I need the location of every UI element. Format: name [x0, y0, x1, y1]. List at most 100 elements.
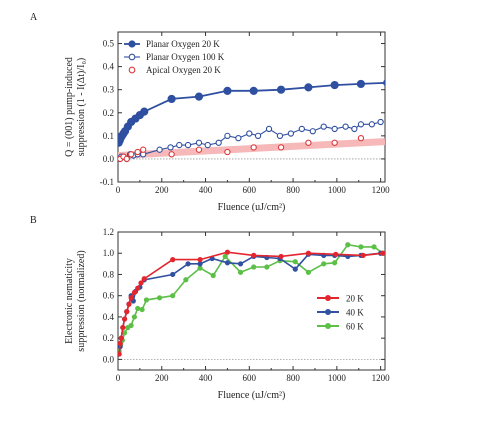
point-planar-100k — [287, 130, 295, 137]
legend-marker-planar-20k — [128, 40, 136, 48]
point-60k — [237, 269, 244, 275]
plot-frame — [117, 31, 386, 183]
panel-letter-a: A — [30, 12, 38, 23]
legend-label-40k: 40 K — [346, 308, 364, 318]
point-20k — [118, 340, 123, 347]
y-tick-label: 0.8 — [103, 269, 115, 279]
point-60k — [183, 277, 189, 283]
point-40k — [292, 266, 298, 272]
point-20k — [128, 295, 134, 301]
y-tick-label: 0.2 — [103, 333, 114, 343]
point-planar-100k — [351, 125, 358, 133]
legend-label-20k: 20 K — [346, 294, 364, 304]
point-60k — [197, 265, 203, 271]
point-60k — [305, 269, 312, 275]
point-60k — [264, 264, 270, 270]
x-axis-label: Fluence (uJ/cm²) — [218, 390, 286, 401]
point-planar-20k — [140, 107, 149, 116]
point-60k — [170, 293, 176, 299]
legend-label-apical-20k: Apical Oxygen 20 K — [146, 65, 221, 75]
y-tick-label: 0.1 — [103, 131, 114, 141]
y-axis-label: Q = (001) pump-induced suppression (1 - I… — [64, 57, 87, 157]
point-60k — [143, 297, 150, 303]
point-20k — [126, 301, 132, 307]
legend-label-planar-100k: Planar Oxygen 100 K — [146, 52, 225, 62]
y-tick-label: -0.1 — [100, 177, 114, 187]
point-60k — [332, 260, 338, 266]
point-planar-100k — [246, 130, 253, 137]
point-planar-100k — [176, 141, 183, 149]
point-60k — [345, 242, 351, 248]
x-tick-label: 1200 — [372, 373, 391, 383]
point-20k — [124, 309, 130, 315]
y-tick-label: 0.5 — [103, 39, 115, 49]
y-tick-label: 0.0 — [103, 154, 115, 164]
point-planar-20k — [167, 94, 176, 104]
x-tick-label: 400 — [199, 373, 213, 383]
point-planar-100k — [265, 125, 273, 133]
point-planar-20k — [304, 83, 313, 92]
plot-area — [118, 79, 385, 163]
point-planar-100k — [276, 132, 284, 139]
point-apical-20k — [277, 144, 285, 151]
point-planar-100k — [331, 125, 338, 133]
plot-area — [118, 242, 385, 357]
point-20k — [120, 324, 126, 331]
point-planar-100k — [309, 128, 316, 135]
point-planar-100k — [342, 123, 349, 130]
point-apical-20k — [134, 148, 141, 156]
legend-marker-60k — [325, 323, 331, 329]
legend-marker-40k — [325, 309, 331, 315]
chart-panel-b: 0 200 400 600 800 1000 1200 0.0 0.2 0.4 0.6 0.8 1.0 1… — [64, 227, 390, 401]
point-40k — [197, 261, 203, 267]
point-planar-100k — [320, 123, 327, 130]
x-tick-label: 0 — [116, 185, 121, 195]
point-20k — [305, 250, 312, 256]
legend: 20 K 40 K 60 K — [317, 294, 364, 332]
point-60k — [251, 264, 257, 270]
point-20k — [138, 280, 144, 286]
point-planar-100k — [156, 146, 163, 153]
y-tick-label: 0.4 — [103, 62, 115, 72]
point-60k — [139, 306, 145, 313]
point-20k — [251, 252, 257, 258]
y-axis-label-line-1: Q = (001) pump-induced — [64, 57, 75, 157]
point-planar-100k — [377, 118, 384, 126]
point-20k — [380, 250, 385, 256]
point-60k — [156, 295, 163, 301]
point-apical-20k — [357, 135, 365, 142]
point-planar-20k — [249, 86, 258, 95]
x-tick-label: 1000 — [328, 373, 347, 383]
point-40k — [224, 260, 231, 266]
x-tick-label: 1000 — [328, 185, 347, 195]
point-planar-100k — [184, 141, 192, 149]
y-tick-label: 1.2 — [103, 227, 114, 237]
point-planar-20k — [194, 92, 204, 101]
point-planar-100k — [204, 141, 211, 149]
plot-frame — [117, 231, 386, 371]
panel-letter-b: B — [30, 215, 37, 226]
x-tick-label: 200 — [155, 185, 169, 195]
point-60k — [128, 322, 134, 329]
point-60k — [292, 259, 298, 265]
y-tick-label: 0.2 — [103, 108, 114, 118]
point-planar-20k — [383, 79, 385, 87]
point-apical-20k — [250, 144, 257, 151]
point-60k — [358, 244, 364, 250]
point-60k — [210, 272, 216, 279]
point-20k — [141, 276, 147, 282]
point-planar-20k — [330, 80, 339, 90]
chart-panel-a: 0 200 400 600 800 1000 1200 -0.1 0.0 0.1 0.2 0.3 0.4… — [64, 31, 390, 213]
point-apical-20k — [140, 146, 147, 153]
point-planar-20k — [356, 79, 366, 89]
point-apical-20k — [224, 148, 231, 156]
point-20k — [118, 351, 122, 357]
point-20k — [135, 285, 141, 291]
y-tick-label: 0.0 — [103, 354, 115, 364]
point-planar-20k — [223, 86, 232, 95]
point-20k — [170, 257, 176, 263]
point-planar-100k — [224, 132, 231, 139]
legend-marker-apical-20k — [128, 66, 136, 74]
legend-label-planar-20k: Planar Oxygen 20 K — [146, 39, 220, 49]
